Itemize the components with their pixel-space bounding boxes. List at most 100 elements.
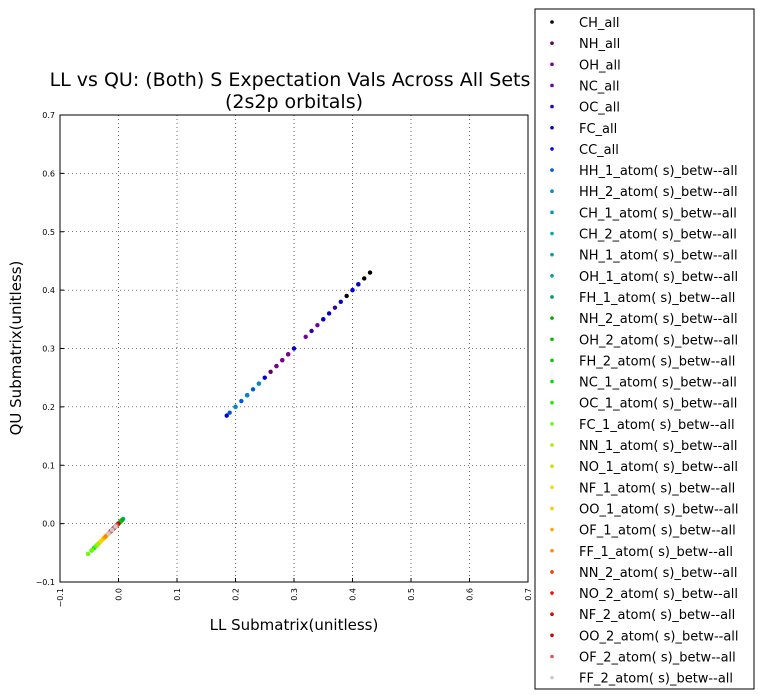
y-tick-label: −0.1 [36,578,55,587]
legend-marker [550,485,554,490]
legend-label: NF_1_atom( s)_betw--all [579,481,735,496]
chart-subtitle: (2s2p orbitals) [225,91,363,113]
legend-marker [550,125,554,130]
legend-marker [550,654,554,659]
legend-marker [550,506,554,511]
legend-label: FF_1_atom( s)_betw--all [579,545,733,560]
legend-marker [550,252,554,257]
legend-label: NH_all [579,37,620,52]
y-tick-label: 0.2 [42,403,55,412]
legend-marker [550,41,554,45]
legend-marker [550,443,554,447]
x-tick-label: 0.2 [232,588,241,601]
y-tick-label: 0.7 [42,111,55,120]
data-point [291,346,297,351]
legend-marker [550,379,554,384]
legend-label: OC_1_atom( s)_betw--all [579,397,737,412]
legend-label: OF_1_atom( s)_betw--all [579,524,736,539]
x-tick-label: 0.6 [466,588,475,601]
legend-marker [550,633,554,638]
y-tick-label: 0.0 [42,520,55,529]
legend-marker [550,168,554,172]
data-point [224,413,229,418]
legend-box [534,8,755,690]
data-point [250,387,256,392]
legend-label: NO_2_atom( s)_betw--all [579,587,738,602]
data-point [332,305,338,310]
data-point [309,328,314,334]
x-tick-label: −0.1 [56,588,65,607]
legend-label: NO_1_atom( s)_betw--all [579,460,738,475]
data-point [315,322,320,328]
data-point [245,393,250,398]
data-point [85,551,91,557]
legend-label: OH_1_atom( s)_betw--all [579,270,738,285]
x-axis-label: LL Submatrix(unitless) [210,616,379,634]
legend-label: NH_1_atom( s)_betw--all [579,249,738,264]
data-point [321,317,326,322]
legend-label: FF_2_atom( s)_betw--all [579,672,733,687]
legend-label: OH_2_atom( s)_betw--all [579,333,738,348]
legend-marker [550,422,554,426]
plot-area [59,114,529,583]
legend-label: OO_1_atom( s)_betw--all [579,502,739,517]
legend-label: OC_all [579,101,620,116]
legend-label: NN_1_atom( s)_betw--all [579,439,738,454]
data-point [285,352,291,357]
chart-title: LL vs QU: (Both) S Expectation Vals Acro… [50,69,531,91]
data-point [89,547,95,553]
data-point [227,410,232,415]
legend-marker [550,591,554,595]
legend-marker [550,570,554,574]
data-point [280,357,285,363]
y-tick-label: 0.1 [42,461,55,470]
legend: CH_all NH_all OH_all NC_all OC_all FC_all CC_a… [534,8,755,690]
data-point [274,363,279,369]
legend-label: CH_all [579,16,620,31]
legend-marker [550,210,554,215]
y-tick-label: 0.3 [42,345,55,354]
legend-marker [550,527,554,532]
legend-label: CH_1_atom( s)_betw--all [579,206,737,221]
data-point [356,282,361,287]
y-tick-label: 0.5 [42,228,55,237]
legend-label: FH_1_atom( s)_betw--all [579,291,735,306]
legend-marker [550,83,554,88]
data-point [303,334,308,340]
data-points [85,270,373,557]
legend-label: CH_2_atom( s)_betw--all [579,228,737,243]
x-tick-label: 0.5 [407,588,416,601]
x-tick-label: 0.7 [524,588,533,601]
data-point [262,375,267,380]
x-tick-label: 0.3 [290,588,299,601]
x-tick-label: 0.4 [349,588,358,601]
data-point [106,531,111,536]
data-point [268,369,273,375]
data-point [344,293,349,299]
legend-label: NH_2_atom( s)_betw--all [579,312,738,327]
data-point [113,524,118,529]
data-point [239,398,244,404]
legend-marker [550,464,554,468]
y-axis-label: QU Submatrix(unitless) [7,261,25,436]
legend-marker [550,295,554,299]
legend-marker [550,612,554,616]
legend-marker [550,316,554,320]
legend-marker [550,62,554,67]
legend-label: NN_2_atom( s)_betw--all [579,566,738,581]
data-point [350,287,355,293]
legend-marker [550,104,554,109]
y-tick-label: 0.4 [42,286,55,295]
data-point [103,534,108,539]
legend-label: NC_1_atom( s)_betw--all [579,376,737,391]
legend-label: CC_all [579,143,619,158]
legend-marker [550,189,554,193]
x-tick-label: 0.0 [115,588,124,601]
legend-label: OF_2_atom( s)_betw--all [579,651,736,666]
legend-marker [550,400,554,405]
data-point [233,404,238,410]
legend-marker [550,358,554,363]
legend-label: HH_1_atom( s)_betw--all [579,164,738,179]
legend-label: NF_2_atom( s)_betw--all [579,608,735,623]
legend-marker [550,20,554,24]
